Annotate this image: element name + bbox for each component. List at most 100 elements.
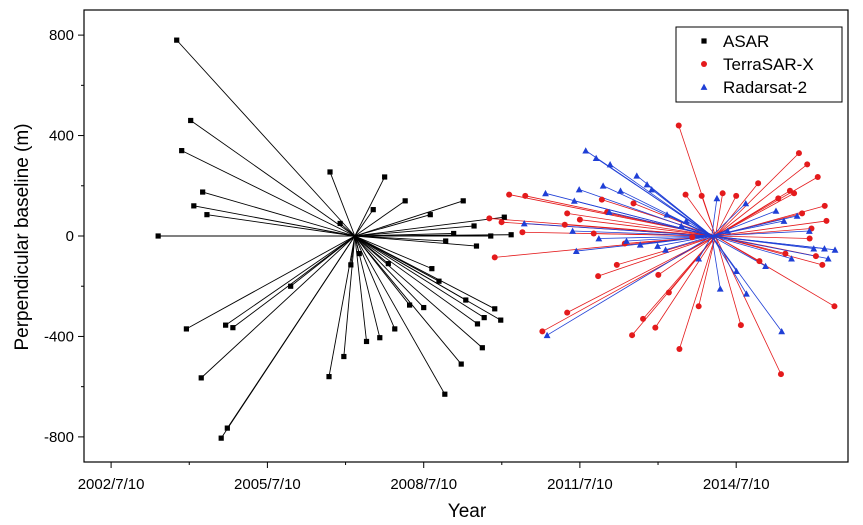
terrasar-x-baseline-line-33 xyxy=(698,235,716,307)
asar-point-15 xyxy=(337,220,343,227)
terrasar-x-point-32 xyxy=(777,371,784,378)
terrasar-x-baseline-line-20 xyxy=(715,152,800,237)
asar-point-18 xyxy=(402,198,408,204)
radarsat-2-point-41 xyxy=(831,246,839,253)
asar-baseline-line-14 xyxy=(329,171,356,237)
radarsat-2-point-26 xyxy=(788,255,795,262)
radarsat-2-baseline-line-2 xyxy=(609,164,713,237)
radarsat-2-baseline-line-13 xyxy=(524,223,712,237)
x-axis-title: Year xyxy=(448,501,487,522)
asar-point-23 xyxy=(488,233,494,239)
asar-point-10 xyxy=(230,325,236,331)
radarsat-2-baseline-line-16 xyxy=(626,235,712,242)
terrasar-x-baseline-line-34 xyxy=(658,235,716,276)
radarsat-2-point-20 xyxy=(742,199,750,207)
asar-point-21 xyxy=(451,230,457,237)
terrasar-x-point-26 xyxy=(823,217,830,224)
asar-point-37 xyxy=(474,321,481,327)
asar-point-47 xyxy=(442,391,448,397)
radarsat-2-baseline-line-32 xyxy=(711,235,721,289)
y-tick-label-3: -400 xyxy=(44,328,74,345)
asar-baseline-line-16 xyxy=(354,176,386,237)
radarsat-2-point-27 xyxy=(762,262,769,270)
terrasar-x-baseline-line-32 xyxy=(715,235,782,375)
x-tick-label-4: 2014/7/10 xyxy=(703,476,770,493)
y-tick-label-1: 400 xyxy=(49,128,74,145)
asar-point-16 xyxy=(382,174,388,180)
terrasar-x-point-6 xyxy=(564,210,571,217)
radarsat-2-baseline-line-18 xyxy=(681,225,712,237)
asar-baseline-line-25 xyxy=(354,234,512,237)
radarsat-2-baseline-line-21 xyxy=(711,210,777,237)
radarsat-2-baseline-line-28 xyxy=(711,235,747,294)
radarsat-2-baseline-line-5 xyxy=(651,189,713,237)
terrasar-x-point-10 xyxy=(590,230,597,237)
terrasar-x-point-14 xyxy=(675,122,682,129)
asar-baseline-line-36 xyxy=(354,235,485,318)
terrasar-x-point-7 xyxy=(576,216,583,223)
asar-point-1 xyxy=(174,37,180,43)
radarsat-2-point-40 xyxy=(793,212,801,219)
asar-baseline-line-7 xyxy=(186,235,356,330)
y-tick-label-4: -800 xyxy=(44,429,74,446)
radarsat-2-point-0 xyxy=(582,147,590,154)
asar-point-7 xyxy=(183,326,189,332)
plot-lines xyxy=(158,39,836,439)
radarsat-2-point-12 xyxy=(663,211,671,218)
terrasar-x-point-23 xyxy=(821,202,828,209)
asar-point-43 xyxy=(377,335,383,341)
asar-point-12 xyxy=(218,435,224,441)
asar-point-24 xyxy=(501,214,507,220)
radarsat-2-point-7 xyxy=(617,187,624,194)
radarsat-2-point-31 xyxy=(695,255,703,262)
x-tick-label-0: 2002/7/10 xyxy=(78,476,145,493)
asar-point-27 xyxy=(473,243,480,249)
radarsat-2-baseline-line-25 xyxy=(711,235,829,259)
radarsat-2-point-14 xyxy=(569,227,577,234)
asar-point-34 xyxy=(498,317,504,323)
terrasar-x-point-4 xyxy=(491,254,498,261)
terrasar-x-baseline-line-39 xyxy=(679,235,716,350)
terrasar-x-point-0 xyxy=(486,215,493,222)
terrasar-x-point-33 xyxy=(695,303,702,310)
axes: 2002/7/10 2005/7/10 2008/7/10 2011/7/10 2014… xyxy=(44,9,849,493)
terrasar-x-point-3 xyxy=(519,229,526,236)
asar-point-30 xyxy=(385,261,391,267)
asar-baseline-line-12 xyxy=(220,235,356,439)
terrasar-x-point-31 xyxy=(737,322,744,329)
radarsat-2-baseline-line-33 xyxy=(665,235,712,251)
terrasar-x-baseline-line-42 xyxy=(598,235,716,277)
radarsat-2-baseline-line-10 xyxy=(574,200,712,237)
radarsat-2-point-11 xyxy=(605,208,613,216)
asar-point-13 xyxy=(288,283,294,289)
terrasar-x-baseline-line-22 xyxy=(715,176,818,237)
asar-baseline-line-3 xyxy=(181,150,356,237)
radarsat-2-point-10 xyxy=(570,197,578,204)
terrasar-x-baseline-line-7 xyxy=(579,219,716,237)
radarsat-2-point-4 xyxy=(643,181,651,188)
terrasar-x-point-49 xyxy=(812,253,819,260)
radarsat-2-point-21 xyxy=(772,207,780,214)
radarsat-2-point-19 xyxy=(713,194,721,202)
terrasar-x-baseline-line-30 xyxy=(715,235,760,262)
radarsat-2-point-37 xyxy=(682,217,690,224)
radarsat-2-baseline-line-36 xyxy=(640,235,712,246)
radarsat-2-baseline-line-17 xyxy=(657,235,712,247)
legend-label-asar: ASAR xyxy=(723,32,769,51)
radarsat-2-point-15 xyxy=(595,235,603,242)
radarsat-2-point-5 xyxy=(648,186,656,193)
asar-point-2 xyxy=(188,117,194,124)
radarsat-2-point-1 xyxy=(592,154,600,162)
terrasar-x-baseline-line-18 xyxy=(715,183,759,237)
asar-point-20 xyxy=(460,198,466,204)
asar-baseline-line-34 xyxy=(354,235,501,321)
asar-baseline-line-10 xyxy=(232,235,356,329)
radarsat-2-point-18 xyxy=(677,222,685,229)
terrasar-x-point-40 xyxy=(564,309,571,316)
asar-point-11 xyxy=(224,425,230,431)
asar-point-0 xyxy=(155,233,161,239)
asar-baseline-line-17 xyxy=(354,209,374,237)
asar-baseline-line-9 xyxy=(225,235,356,326)
radarsat-2-point-39 xyxy=(780,217,788,224)
